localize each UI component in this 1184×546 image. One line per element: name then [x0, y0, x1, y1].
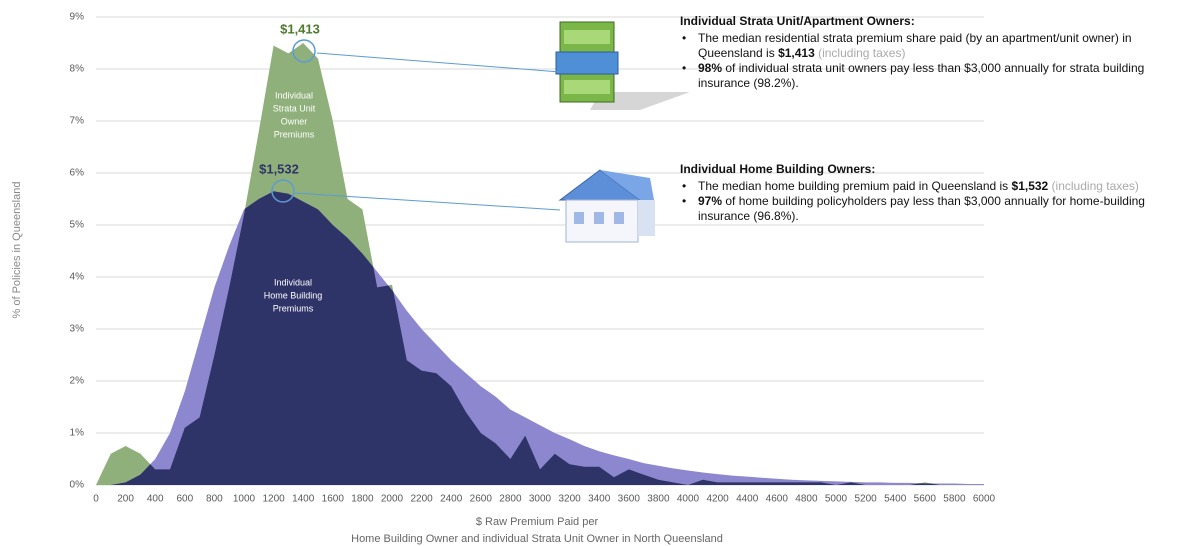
bullet-text: The median residential strata premium sh…	[698, 31, 1132, 60]
bullet-text: (including taxes)	[814, 46, 906, 60]
panel-heading: Individual Strata Unit/Apartment Owners:	[680, 14, 915, 28]
info-panel: Individual Home Building Owners: The medi…	[680, 162, 1180, 224]
series-label: Individual	[275, 90, 313, 100]
x-tick-label: 2000	[381, 494, 404, 505]
bullet-text: of home building policyholders pay less …	[698, 194, 1145, 223]
info-panel: Individual Strata Unit/Apartment Owners:…	[680, 14, 1180, 91]
x-tick-label: 600	[176, 494, 193, 505]
bullet-text: of individual strata unit owners pay les…	[698, 61, 1145, 90]
x-tick-label: 0	[93, 494, 99, 505]
x-tick-label: 4800	[795, 494, 818, 505]
x-tick-label: 2800	[499, 494, 522, 505]
x-tick-label: 3200	[558, 494, 581, 505]
series-label: Owner	[281, 116, 308, 126]
x-tick-label: 2600	[470, 494, 493, 505]
bullet: The median home building premium paid in…	[682, 179, 1180, 194]
x-tick-label: 3400	[588, 494, 611, 505]
x-tick-label: 5000	[825, 494, 848, 505]
y-axis-title: % of Policies in Queensland	[11, 182, 23, 319]
median-marker	[271, 179, 295, 203]
bullet-text: (including taxes)	[1048, 179, 1139, 193]
x-axis-title: $ Raw Premium Paid per	[476, 516, 599, 528]
y-tick-label: 6%	[70, 168, 85, 179]
building-icon	[555, 21, 690, 110]
x-tick-label: 1800	[351, 494, 374, 505]
x-tick-label: 4200	[706, 494, 729, 505]
x-tick-label: 3000	[529, 494, 552, 505]
x-tick-label: 800	[206, 494, 223, 505]
y-tick-label: 3%	[70, 324, 85, 335]
house-icon	[558, 169, 655, 243]
series-label: Premiums	[273, 303, 314, 313]
x-tick-label: 6000	[973, 494, 996, 505]
x-tick-label: 3800	[647, 494, 670, 505]
x-tick-label: 2200	[410, 494, 433, 505]
bullet: 98% of individual strata unit owners pay…	[682, 61, 1180, 91]
bullet-list: The median residential strata premium sh…	[680, 31, 1180, 91]
y-tick-label: 2%	[70, 376, 85, 387]
leader-line	[316, 52, 561, 73]
bullet-text: $1,413	[778, 46, 815, 60]
series-label: Premiums	[274, 129, 315, 139]
x-tick-label: 3600	[618, 494, 641, 505]
bullet-text: 98%	[698, 61, 723, 75]
series-label: Strata Unit	[273, 103, 316, 113]
median-label: $1,532	[259, 161, 299, 176]
x-tick-label: 1400	[292, 494, 315, 505]
median-marker	[292, 39, 316, 63]
series-label: Home Building	[264, 290, 323, 300]
x-tick-label: 1200	[262, 494, 285, 505]
overlap-area	[96, 191, 984, 485]
bullet-text: 97%	[698, 194, 723, 208]
y-tick-label: 5%	[70, 220, 85, 231]
x-tick-label: 2400	[440, 494, 463, 505]
x-tick-label: 5600	[914, 494, 937, 505]
median-label: $1,413	[280, 21, 320, 36]
leader-line	[294, 192, 561, 211]
y-tick-label: 7%	[70, 116, 85, 127]
x-tick-label: 5200	[854, 494, 877, 505]
bullet-list: The median home building premium paid in…	[680, 179, 1180, 224]
x-tick-label: 5400	[884, 494, 907, 505]
x-tick-label: 200	[117, 494, 134, 505]
x-tick-label: 4000	[677, 494, 700, 505]
x-axis-title: Home Building Owner and individual Strat…	[351, 533, 723, 545]
bullet-text: The median home building premium paid in…	[698, 179, 1012, 193]
y-tick-label: 9%	[70, 12, 85, 23]
y-tick-label: 0%	[70, 480, 85, 491]
x-tick-label: 4400	[736, 494, 759, 505]
x-tick-label: 400	[147, 494, 164, 505]
x-tick-label: 1000	[233, 494, 256, 505]
panel-heading: Individual Home Building Owners:	[680, 162, 876, 176]
bullet: The median residential strata premium sh…	[682, 31, 1180, 61]
series-label: Individual	[274, 277, 312, 287]
x-tick-label: 1600	[322, 494, 345, 505]
bullet: 97% of home building policyholders pay l…	[682, 194, 1180, 224]
y-tick-label: 4%	[70, 272, 85, 283]
x-tick-label: 4600	[766, 494, 789, 505]
y-tick-label: 1%	[70, 428, 85, 439]
x-tick-label: 5800	[943, 494, 966, 505]
y-tick-label: 8%	[70, 64, 85, 75]
bullet-text: $1,532	[1011, 179, 1049, 193]
